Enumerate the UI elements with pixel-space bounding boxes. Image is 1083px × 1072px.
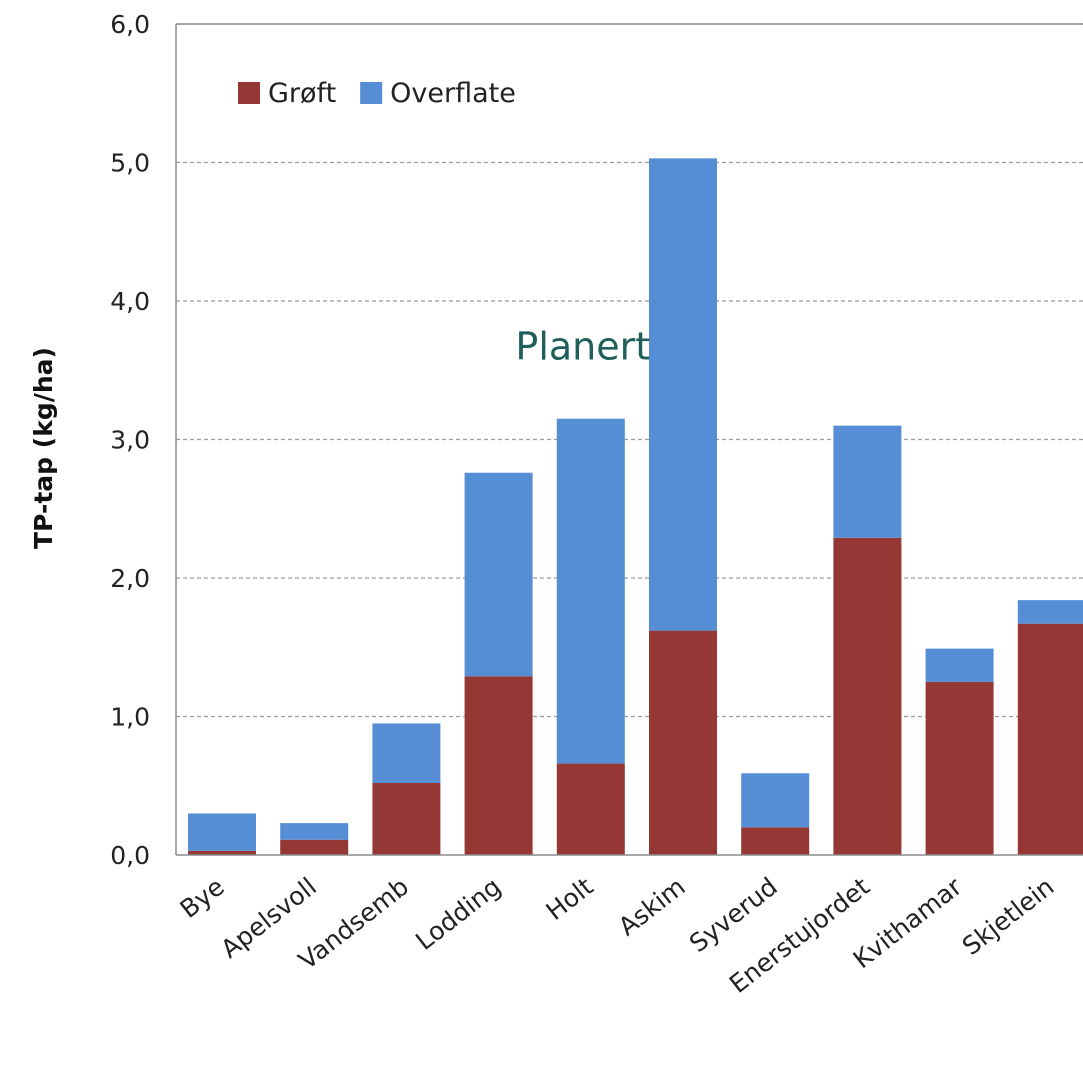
legend-label-groft: Grøft — [268, 78, 336, 109]
bar-enerstujordet-groft — [833, 537, 902, 855]
legend-label-overflate: Overflate — [390, 78, 516, 109]
y-tick-label: 0,0 — [110, 841, 150, 870]
x-tick-label: Bye — [175, 872, 230, 924]
y-tick-label: 4,0 — [110, 287, 150, 316]
bar-skjetlein-overflate — [1017, 600, 1083, 624]
bar-syverud-overflate — [741, 773, 810, 828]
y-tick-label: 5,0 — [110, 149, 150, 178]
bar-vandsemb-groft — [372, 782, 441, 855]
bar-kvithamar-groft — [925, 681, 994, 855]
bar-apelsvoll-groft — [280, 839, 349, 855]
bar-enerstujordet-overflate — [833, 425, 902, 538]
bar-syverud-groft — [741, 827, 810, 855]
annotation-planert: Planert — [515, 325, 650, 369]
grid-lines — [176, 23, 1083, 718]
legend-swatch-groft — [238, 82, 260, 104]
bar-askim-overflate — [649, 158, 717, 631]
y-tick-label: 6,0 — [110, 10, 150, 39]
axes — [175, 23, 1083, 856]
x-tick-label: Askim — [613, 872, 691, 942]
x-tick-label: Skjetlein — [957, 872, 1060, 961]
y-axis-label: TP-tap (kg/ha) — [29, 347, 58, 549]
y-tick-label: 1,0 — [110, 703, 150, 732]
bar-apelsvoll-overflate — [280, 823, 349, 840]
x-tick-label: Lodding — [410, 872, 506, 956]
legend: Grøft Overflate — [238, 78, 516, 109]
bar-kvithamar-overflate — [925, 648, 994, 682]
bar-holt-groft — [556, 763, 625, 855]
bar-bye-groft — [188, 850, 256, 855]
bar-skjetlein-groft — [1017, 623, 1083, 855]
x-tick-label: Holt — [541, 872, 599, 926]
y-tick-label: 2,0 — [110, 564, 150, 593]
bar-lodding-overflate — [464, 472, 533, 677]
bar-vandsemb-overflate — [372, 723, 441, 783]
bar-bye-overflate — [188, 813, 256, 851]
legend-swatch-overflate — [360, 82, 383, 104]
bar-holt-overflate — [556, 418, 625, 764]
bars — [188, 158, 1083, 855]
y-tick-label: 3,0 — [110, 426, 150, 455]
bar-lodding-groft — [464, 676, 533, 855]
bar-askim-groft — [649, 630, 717, 855]
